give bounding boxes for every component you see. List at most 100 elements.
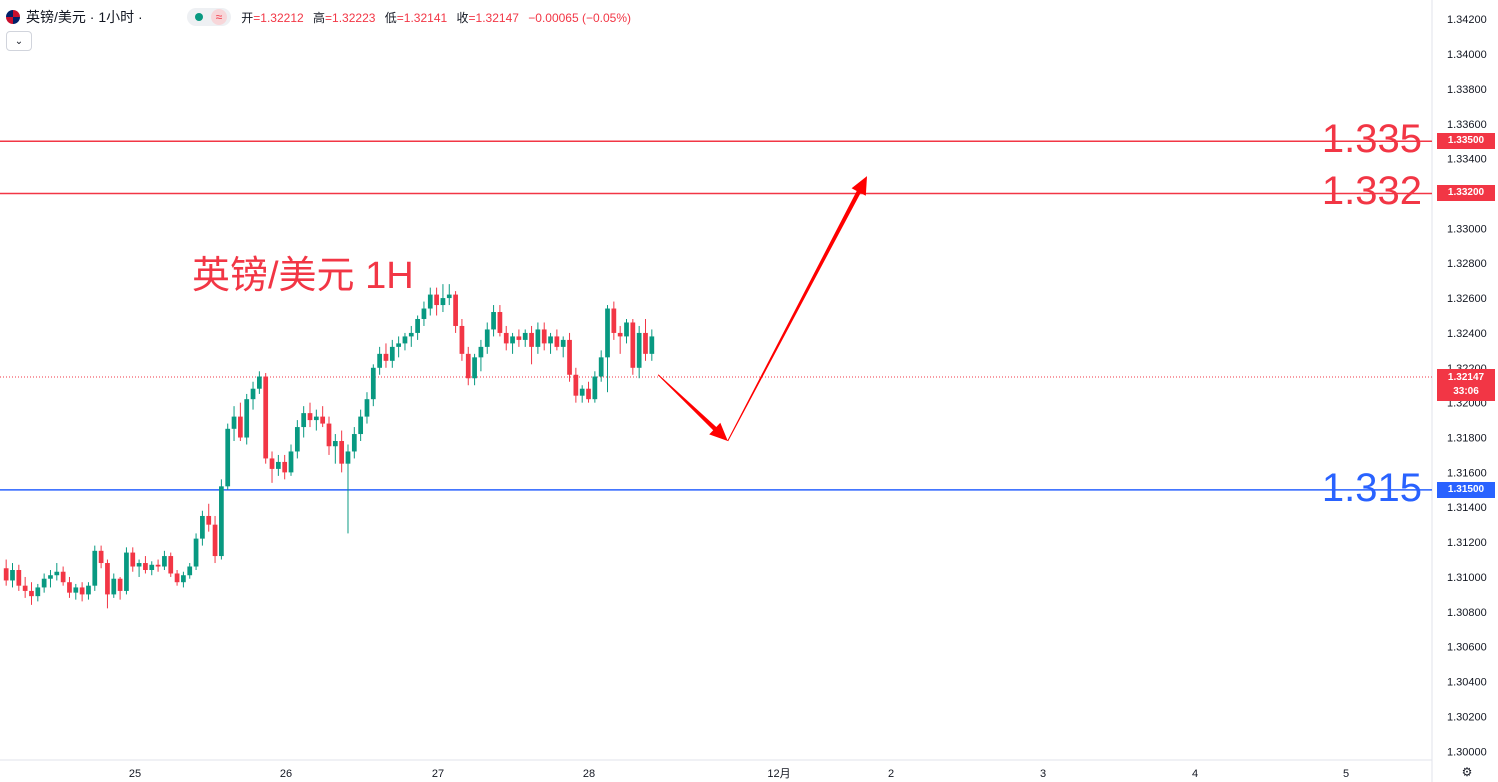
y-tick-label: 1.30600	[1447, 642, 1487, 654]
candle-body	[586, 388, 591, 400]
candle-body	[377, 353, 382, 368]
candle-body	[130, 552, 136, 567]
candle-body	[415, 318, 420, 333]
x-tick-label: 26	[280, 768, 292, 780]
candle-body	[155, 564, 161, 567]
high-key: 高	[313, 10, 326, 25]
candle-body	[440, 298, 446, 306]
y-tick-label: 1.34200	[1447, 14, 1487, 26]
open-value: =1.32212	[253, 10, 304, 25]
annotation-label: 英镑/美元 1H	[192, 255, 414, 297]
y-tick-label: 1.31600	[1447, 467, 1487, 479]
candle-body	[22, 585, 28, 591]
gbp-usd-flag-icon	[6, 10, 20, 24]
candle-body	[269, 458, 275, 469]
candle-body	[29, 590, 34, 597]
candle-body	[301, 413, 307, 428]
candle-body	[212, 524, 218, 557]
candle-body	[294, 427, 300, 452]
candle-body	[288, 451, 294, 473]
candle-body	[275, 461, 281, 469]
y-tick-label: 1.32800	[1447, 258, 1487, 270]
candle-body	[73, 587, 79, 593]
candle-body	[636, 332, 642, 368]
market-status[interactable]: ≈	[186, 8, 232, 26]
candle-body	[548, 336, 553, 344]
candle-body	[617, 332, 623, 337]
candle-body	[98, 550, 104, 564]
candle-body	[250, 388, 256, 400]
candle-body	[86, 585, 91, 595]
close-value: =1.32147	[468, 10, 519, 25]
candle-body	[117, 578, 123, 591]
candle-body	[79, 587, 85, 595]
candle-body	[345, 451, 351, 464]
close-key: 收	[456, 10, 469, 25]
candle-body	[10, 570, 15, 581]
candle-body	[41, 578, 47, 588]
candle-body	[3, 568, 9, 581]
low-key: 低	[384, 10, 397, 25]
x-tick-label: 3	[1040, 768, 1046, 780]
candle-body	[174, 573, 180, 583]
high-value: =1.32223	[325, 10, 376, 25]
price-tag-1335: 1.33500	[1437, 133, 1495, 150]
projection-arrow-up	[727, 176, 867, 442]
candle-body	[598, 357, 604, 377]
candle-body	[643, 332, 648, 354]
candle-body	[427, 294, 433, 309]
candle-body	[522, 332, 528, 340]
change-value: −0.00065 (−0.05%)	[528, 10, 632, 25]
candle-body	[219, 486, 224, 557]
candle-body	[326, 423, 332, 447]
candle-body	[60, 571, 66, 583]
candle-body	[351, 434, 357, 452]
y-tick-label: 1.33800	[1447, 84, 1487, 96]
candle-body	[535, 329, 541, 347]
candle-body	[54, 571, 60, 576]
candle-body	[313, 416, 319, 421]
market-open-dot-icon	[194, 13, 203, 21]
open-key: 开	[241, 10, 254, 25]
candle-body	[541, 329, 547, 344]
candle-body	[624, 322, 629, 337]
candle-body	[560, 339, 566, 347]
candle-body	[48, 575, 53, 579]
candle-body	[421, 308, 427, 319]
candle-body	[35, 587, 41, 597]
candle-body	[257, 376, 262, 389]
y-tick-label: 1.32400	[1447, 328, 1487, 340]
candle-body	[143, 563, 148, 570]
candle-body	[162, 556, 167, 567]
candle-body	[434, 294, 439, 306]
level-label-1332: 1.332	[1321, 169, 1422, 214]
candle-body	[510, 336, 515, 344]
ohlc-readout: 开=1.32212 高=1.32223 低=1.32141 收=1.32147 …	[241, 9, 637, 26]
candle-body	[282, 461, 288, 473]
chevron-down-icon: ⌄	[14, 35, 24, 47]
candle-body	[339, 441, 345, 464]
x-tick-label: 4	[1192, 768, 1198, 780]
candle-body	[370, 367, 376, 400]
candle-body	[465, 353, 471, 379]
collapse-button[interactable]: ⌄	[6, 31, 32, 51]
candle-body	[320, 416, 326, 424]
candle-body	[491, 312, 496, 330]
candle-body	[402, 336, 408, 344]
candle-body	[124, 552, 129, 591]
countdown-label: 33:06	[1453, 386, 1479, 397]
candle-body	[193, 538, 199, 567]
candle-body	[630, 322, 636, 368]
candle-body	[181, 575, 186, 583]
symbol-title[interactable]: 英镑/美元 · 1小时 ·	[26, 9, 143, 25]
candle-body	[567, 339, 572, 375]
settings-gear-icon[interactable]: ⚙	[1461, 765, 1473, 779]
candle-body	[554, 336, 560, 347]
x-tick-label: 28	[583, 768, 595, 780]
candle-body	[649, 336, 655, 354]
y-tick-label: 1.34000	[1447, 49, 1487, 61]
price-tag-1332: 1.33200	[1437, 185, 1495, 202]
candle-body	[136, 563, 142, 567]
